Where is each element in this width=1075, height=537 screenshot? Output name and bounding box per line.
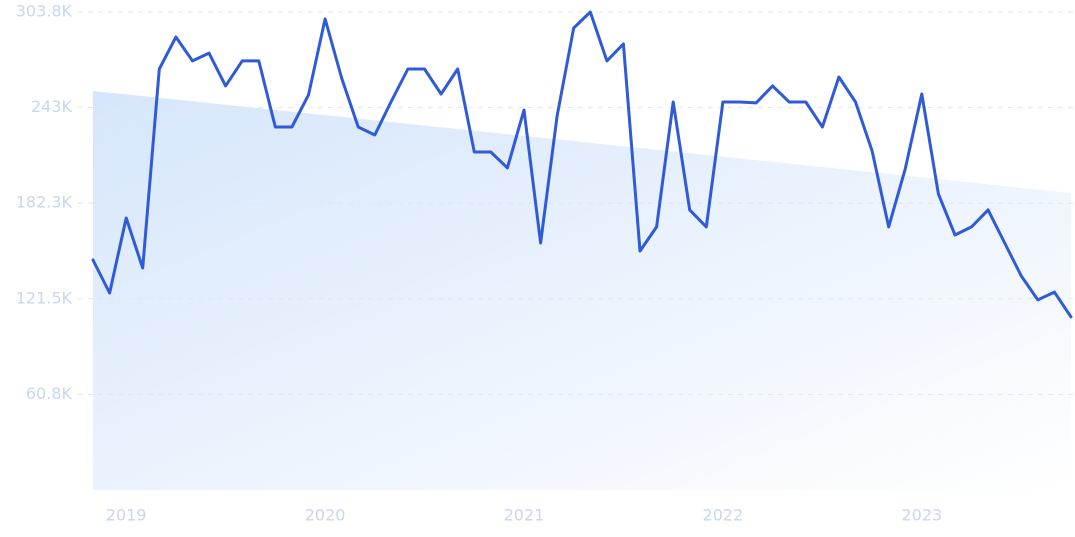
trend-area [93,91,1071,490]
x-tick-label: 2021 [504,506,545,525]
data-line [91,10,1073,319]
y-tick-label: 60.8K [26,384,73,403]
y-tick-label: 121.5K [16,288,73,307]
y-tick-label: 182.3K [16,193,73,212]
x-tick-label: 2019 [106,506,147,525]
y-tick-label: 243K [31,97,73,116]
x-tick-label: 2022 [703,506,744,525]
x-tick-label: 2020 [305,506,346,525]
x-tick-label: 2023 [901,506,942,525]
y-tick-label: 303.8K [16,2,73,21]
